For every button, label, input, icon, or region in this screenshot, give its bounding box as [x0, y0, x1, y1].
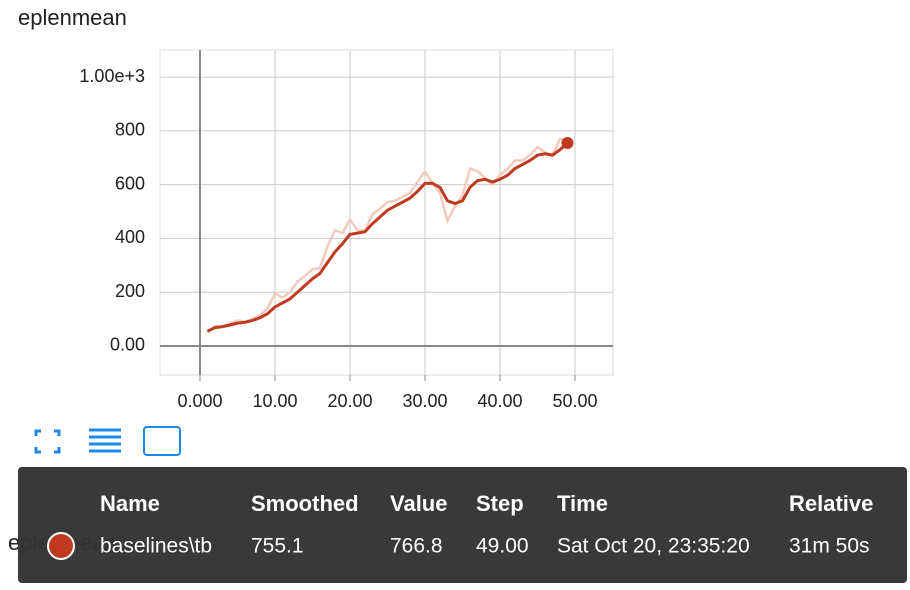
tooltip-cell: 755.1 — [251, 535, 304, 558]
tooltip-header: Time — [557, 491, 608, 516]
tooltip-cell: Sat Oct 20, 23:35:20 — [557, 535, 750, 558]
fullscreen-icon[interactable] — [34, 429, 61, 454]
series-line — [206, 137, 568, 334]
tooltip-header: Relative — [789, 491, 873, 516]
y-tick-label: 400 — [115, 227, 145, 247]
tooltip: Name baselines\tb Smoothed 755.1 Value 766.8 S… — [18, 467, 907, 583]
y-tick-label: 1.00e+3 — [79, 66, 145, 86]
tooltip-header: Name — [100, 491, 160, 516]
x-tick-label: 30.00 — [402, 391, 447, 411]
tooltip-cell: 31m 50s — [789, 535, 870, 558]
fit-icon[interactable] — [143, 426, 181, 456]
list-icon[interactable] — [89, 428, 121, 453]
x-tick-label: 40.00 — [477, 391, 522, 411]
tooltip-header: Smoothed — [251, 491, 359, 516]
tooltip-header: Step — [476, 491, 524, 516]
x-tick-label: 0.000 — [177, 391, 222, 411]
y-tick-label: 800 — [115, 120, 145, 140]
y-tick-label: 600 — [115, 173, 145, 193]
chart-title: eplenmean — [18, 5, 127, 30]
series-swatch — [47, 532, 75, 560]
plot-border — [159, 49, 614, 376]
tooltip-bg — [18, 467, 907, 583]
x-tick-label: 20.00 — [327, 391, 372, 411]
x-tick-label: 50.00 — [552, 391, 597, 411]
tooltip-header: Value — [390, 491, 447, 516]
y-tick-label: 0.00 — [110, 335, 145, 355]
highlight-point — [561, 136, 574, 149]
x-tick-label: 10.00 — [252, 391, 297, 411]
toolbar — [34, 426, 181, 456]
tooltip-cell: 766.8 — [390, 535, 443, 558]
series-line — [206, 141, 569, 333]
tooltip-cell: baselines\tb — [100, 535, 212, 558]
y-tick-label: 200 — [115, 281, 145, 301]
tooltip-cell: 49.00 — [476, 535, 529, 558]
